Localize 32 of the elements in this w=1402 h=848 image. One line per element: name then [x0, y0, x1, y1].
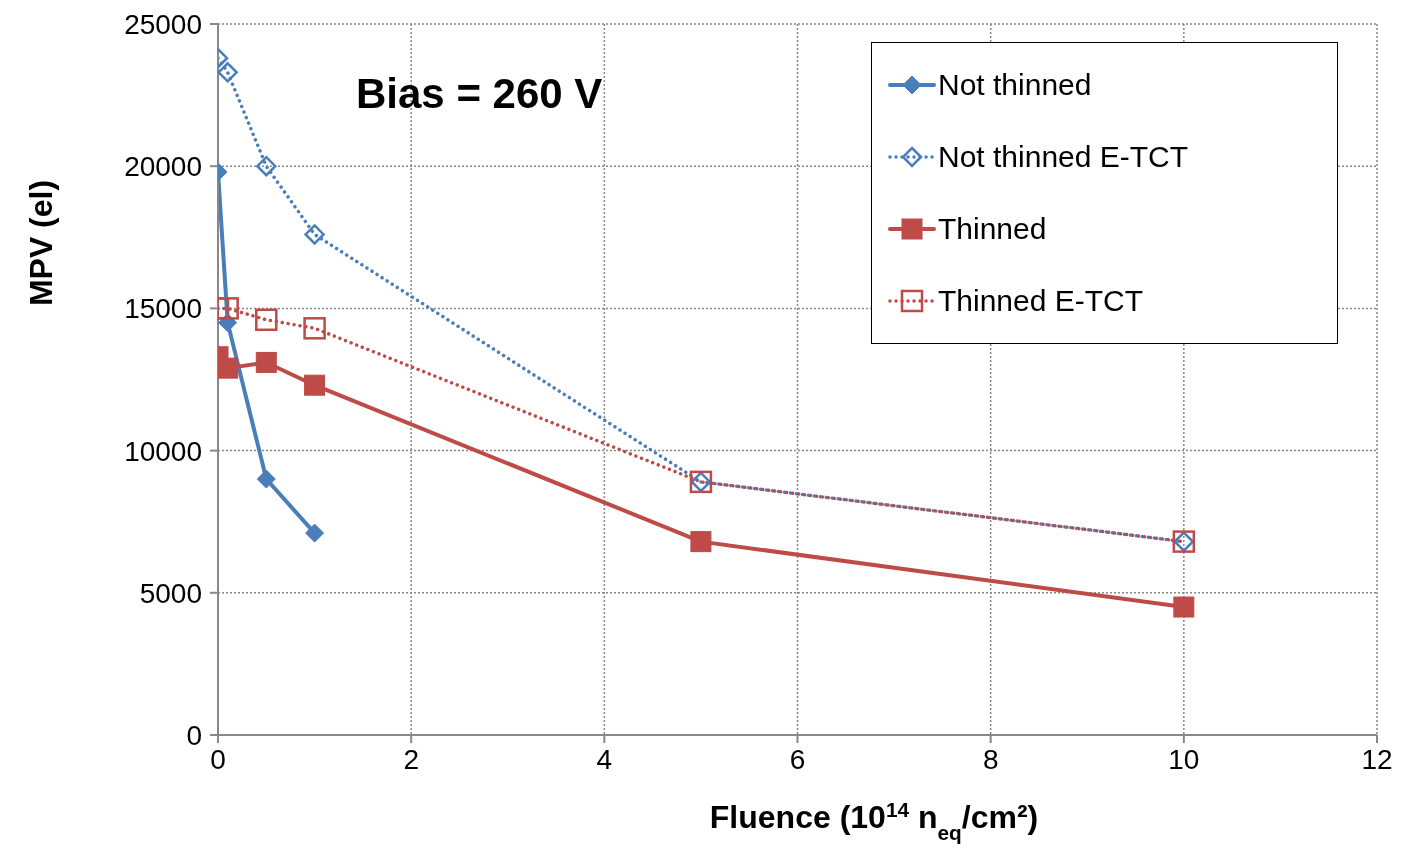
annotation: Bias = 260 V: [356, 70, 603, 117]
y-tick-label: 20000: [124, 151, 202, 183]
point: [304, 374, 326, 396]
y-tick-label: 0: [186, 719, 202, 751]
x-tick-label: 0: [210, 743, 226, 775]
x-tick-label: 6: [789, 743, 806, 775]
legend-label: Thinned: [938, 212, 1047, 246]
x-tick-label: 10: [1168, 743, 1200, 775]
point: [305, 523, 325, 543]
point: [304, 224, 325, 245]
point: [1173, 596, 1195, 618]
point: [218, 62, 238, 83]
point: [690, 531, 712, 553]
point: [256, 469, 276, 489]
x-tick-label: 8: [982, 743, 999, 775]
legend-label: Thinned E-TCT: [938, 284, 1144, 318]
y-tick-label: 10000: [124, 435, 202, 467]
y-tick-label: 15000: [124, 293, 202, 325]
x-tick-label: 2: [403, 743, 419, 775]
point: [256, 155, 277, 177]
y-tick-label: 25000: [124, 8, 202, 40]
point: [303, 317, 326, 340]
point: [255, 308, 278, 332]
y-tick-label: 5000: [139, 577, 202, 609]
point: [218, 357, 239, 379]
x-tick-label: 4: [596, 743, 613, 775]
x-axis-title: Fluence (10$^{14}$ n$_{eq}$/cm²): [709, 797, 1039, 844]
point: [255, 351, 277, 373]
x-tick-label: 12: [1361, 743, 1393, 775]
y-axis-title: MPV (el): [23, 179, 59, 307]
legend-label: Not thinned: [938, 68, 1092, 102]
legend-label: Not thinned E-TCT: [938, 140, 1189, 174]
